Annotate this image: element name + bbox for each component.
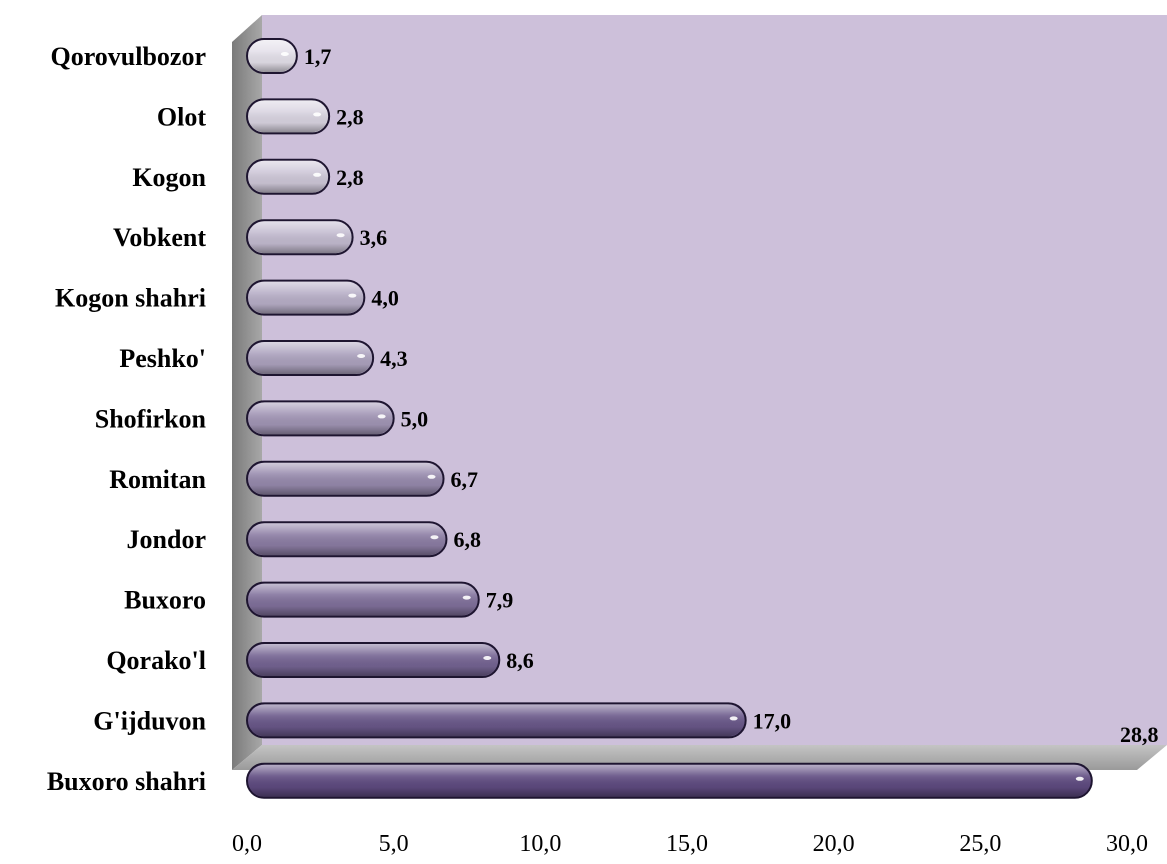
bar: [246, 642, 501, 678]
value-label: 1,7: [304, 44, 332, 69]
x-tick-label: 10,0: [519, 831, 561, 857]
bar: [246, 98, 331, 135]
bar: [246, 400, 395, 437]
category-label: Romitan: [109, 465, 206, 494]
x-tick-label: 30,0: [1106, 831, 1148, 857]
value-label: 28,8: [1120, 722, 1159, 747]
category-label: Qorovulbozor: [50, 42, 206, 71]
category-label: Buxoro: [124, 586, 206, 615]
x-tick-label: 15,0: [666, 831, 708, 857]
value-label: 2,8: [336, 104, 364, 129]
bar: [246, 581, 480, 618]
bar: [246, 219, 354, 256]
category-label: Qorako'l: [106, 646, 206, 675]
category-label: Kogon shahri: [55, 284, 206, 313]
bars-group: [246, 38, 1093, 799]
value-label: 6,7: [451, 467, 479, 492]
value-label: 7,9: [486, 588, 514, 613]
bar: [246, 38, 298, 74]
value-label: 4,0: [371, 286, 399, 311]
category-label: Shofirkon: [95, 404, 207, 433]
category-label: Buxoro shahri: [47, 767, 206, 796]
category-label: Kogon: [132, 163, 206, 192]
value-label: 5,0: [401, 406, 429, 431]
bar: [246, 460, 445, 497]
bar: [246, 279, 366, 316]
category-label: G'ijduvon: [93, 706, 206, 735]
value-label: 17,0: [753, 708, 792, 733]
category-label: Olot: [157, 102, 206, 131]
value-label: 6,8: [453, 527, 481, 552]
plot-back-wall: [262, 15, 1167, 745]
x-tick-label: 0,0: [232, 831, 262, 857]
bar: [246, 762, 1093, 799]
category-label: Jondor: [127, 525, 206, 554]
x-tick-label: 20,0: [813, 831, 855, 857]
bar: [246, 702, 747, 739]
category-labels: Qorovulbozor Olot Kogon Vobkent Kogon shahri…: [47, 42, 207, 796]
value-label: 8,6: [506, 648, 534, 673]
bar: [246, 521, 448, 558]
category-label: Peshko': [119, 344, 206, 373]
value-labels: 1,7 2,8 2,8 3,6 4,0 4,3 5,0 6,7 6,8 7,9 8,6 17,0 28,…: [304, 44, 1159, 747]
bar: [246, 158, 331, 195]
category-label: Vobkent: [113, 223, 206, 252]
plot-side-wall: [232, 15, 262, 770]
value-label: 4,3: [380, 346, 408, 371]
x-tick-label: 5,0: [379, 831, 409, 857]
value-label: 3,6: [360, 225, 388, 250]
bar: [246, 340, 375, 376]
x-axis-tick-labels: 0,0 5,0 10,0 15,0 20,0 25,0 30,0: [232, 831, 1148, 857]
value-label: 2,8: [336, 165, 364, 190]
x-tick-label: 25,0: [959, 831, 1001, 857]
